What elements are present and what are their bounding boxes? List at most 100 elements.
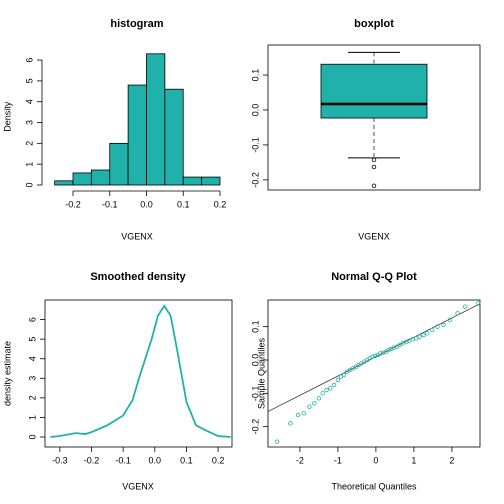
x-axis-label: Theoretical Quantiles xyxy=(331,481,417,491)
outlier xyxy=(371,183,377,189)
x-tick-label: 0.1 xyxy=(180,455,193,465)
y-tick-label: 5 xyxy=(24,78,34,83)
bar xyxy=(90,169,111,186)
x-tick-label: 1 xyxy=(411,455,416,465)
bar xyxy=(72,172,92,186)
qq-point xyxy=(288,421,293,426)
x-axis-label: VGENX xyxy=(121,231,153,241)
box xyxy=(320,63,428,119)
y-axis-label: Sample Quantiles xyxy=(256,337,266,409)
panel: histogram VGENX Density 0 1 2 3 4 5 6 -0.2 -0.1 0.0 0… xyxy=(2,18,226,241)
panel-title: histogram xyxy=(110,18,163,30)
qq-point xyxy=(301,411,306,416)
qq-point xyxy=(424,331,430,336)
y-tick-label: 6 xyxy=(24,58,34,63)
qq-point xyxy=(462,304,468,309)
x-tick-label: 0.1 xyxy=(177,199,190,209)
qq-point xyxy=(328,386,333,391)
qq-point xyxy=(372,353,378,359)
x-axis-label: VGENX xyxy=(358,231,390,241)
qq-point xyxy=(320,391,325,396)
bar xyxy=(164,88,184,186)
qq-point xyxy=(295,412,301,418)
qq-point xyxy=(455,311,460,316)
y-tick-label: 0.0 xyxy=(250,354,260,367)
y-axis-label: Density xyxy=(2,101,12,132)
y-tick-label: -0.2 xyxy=(250,419,260,435)
qq-point xyxy=(380,350,386,355)
panel: boxplot VGENX -0.2 -0.1 0.0 0.1 xyxy=(250,18,481,241)
qq-point xyxy=(435,324,440,329)
qq-point xyxy=(441,322,446,328)
x-tick-label: 0.0 xyxy=(149,455,162,465)
qq-point xyxy=(324,387,329,393)
qq-point xyxy=(316,396,322,401)
qq-point xyxy=(386,347,391,353)
y-tick-label: 0 xyxy=(27,435,37,440)
qq-point xyxy=(413,336,419,341)
x-tick-label: -1 xyxy=(334,455,342,465)
density-line xyxy=(50,304,231,438)
y-tick-label: 0 xyxy=(24,182,34,187)
x-tick-label: -0.2 xyxy=(65,199,81,209)
x-tick-label: -0.3 xyxy=(52,455,68,465)
x-tick-label: 0 xyxy=(373,455,378,465)
y-tick-label: -0.2 xyxy=(250,172,260,188)
qq-point xyxy=(341,372,347,378)
y-tick-label: 5 xyxy=(27,337,37,342)
y-tick-label: -0.1 xyxy=(250,386,260,402)
y-tick-label: -0.1 xyxy=(250,137,260,153)
qq-point xyxy=(429,327,435,333)
qq-point xyxy=(335,377,341,383)
x-tick-label: -0.1 xyxy=(115,455,131,465)
x-tick-label: -0.1 xyxy=(102,199,118,209)
y-tick-label: 3 xyxy=(27,376,37,381)
qq-point xyxy=(417,334,422,339)
qq-point xyxy=(400,341,406,346)
qq-point xyxy=(307,404,312,409)
y-tick-label: 0.0 xyxy=(250,104,260,117)
qq-point xyxy=(312,401,317,406)
plot-frame xyxy=(267,44,481,191)
qq-point xyxy=(274,439,280,444)
x-tick-label: 0.2 xyxy=(212,455,225,465)
y-tick-label: 0.1 xyxy=(250,69,260,82)
y-tick-label: 3 xyxy=(24,120,34,125)
y-tick-label: 1 xyxy=(24,162,34,167)
x-tick-label: 2 xyxy=(449,455,454,465)
panel-title: boxplot xyxy=(354,18,394,30)
outlier xyxy=(371,164,377,170)
bar xyxy=(146,53,166,186)
bar xyxy=(54,180,74,186)
y-tick-label: 6 xyxy=(27,317,37,322)
plot-frame xyxy=(44,299,233,448)
bar xyxy=(127,84,147,186)
qq-point xyxy=(421,332,426,338)
y-tick-label: 1 xyxy=(27,415,37,420)
qq-point xyxy=(378,351,383,356)
y-tick-label: 4 xyxy=(24,99,34,104)
x-tick-label: 0.0 xyxy=(140,199,153,209)
y-axis-label: density estimate xyxy=(2,341,12,406)
bar xyxy=(201,176,221,186)
bar xyxy=(109,142,129,186)
x-tick-label: -0.2 xyxy=(84,455,100,465)
x-tick-label: 0.2 xyxy=(214,199,227,209)
plot-frame xyxy=(267,299,481,448)
x-tick-label: -2 xyxy=(296,455,304,465)
qq-point xyxy=(476,301,481,306)
y-tick-label: 2 xyxy=(24,141,34,146)
panel-title: Smoothed density xyxy=(90,271,186,283)
panel-title: Normal Q-Q Plot xyxy=(331,271,417,283)
y-tick-label: 2 xyxy=(27,395,37,400)
panel: Smoothed density VGENX density estimate 0 1 2… xyxy=(2,271,233,491)
y-tick-label: 0.1 xyxy=(250,320,260,333)
x-axis-label: VGENX xyxy=(122,481,154,491)
qq-point xyxy=(331,382,337,388)
bar xyxy=(182,176,203,186)
y-tick-label: 4 xyxy=(27,356,37,361)
qq-point xyxy=(370,354,375,359)
panel: Normal Q-Q Plot Theoretical Quantiles Samp… xyxy=(250,271,481,491)
outlier xyxy=(371,157,377,163)
